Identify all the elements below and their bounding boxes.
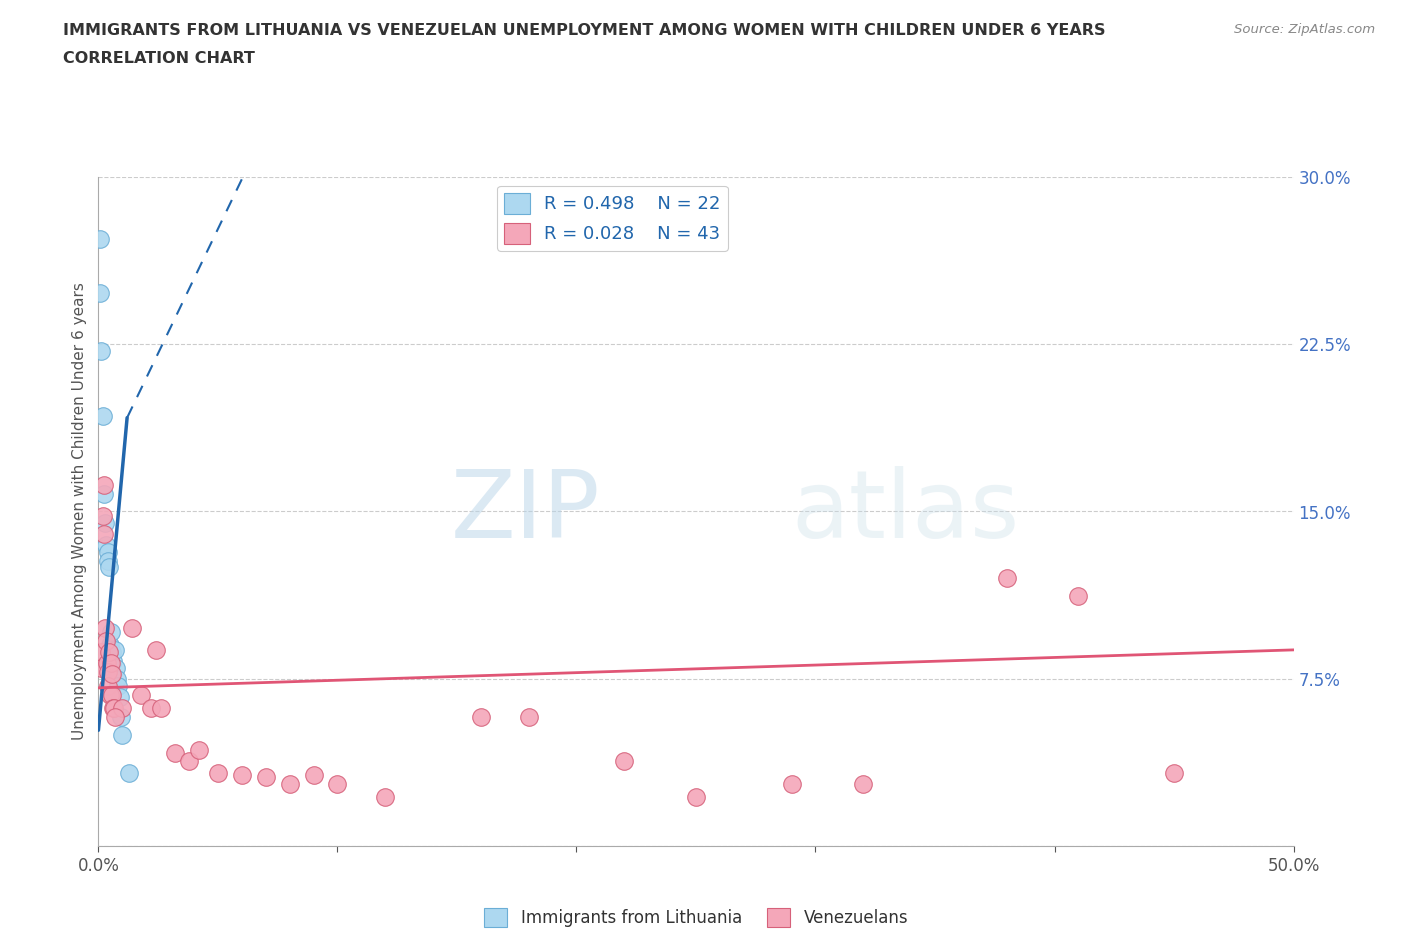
Point	[97, 553, 120, 568]
Text: ZIP: ZIP	[451, 466, 600, 557]
Point	[94, 538, 117, 552]
Point	[326, 777, 349, 791]
Point	[613, 754, 636, 769]
Point	[139, 700, 162, 715]
Point	[97, 665, 120, 680]
Text: CORRELATION CHART: CORRELATION CHART	[63, 51, 254, 66]
Point	[93, 486, 115, 501]
Y-axis label: Unemployment Among Women with Children Under 6 years: Unemployment Among Women with Children U…	[72, 283, 87, 740]
Point	[98, 638, 122, 653]
Point	[1163, 765, 1185, 780]
Point	[89, 286, 111, 300]
Point	[149, 700, 172, 715]
Point	[103, 700, 125, 715]
Point	[100, 625, 122, 640]
Point	[179, 754, 201, 769]
Point	[517, 710, 540, 724]
Point	[852, 777, 875, 791]
Point	[90, 660, 112, 675]
Point	[187, 743, 209, 758]
Point	[89, 232, 111, 246]
Point	[231, 767, 253, 782]
Point	[110, 710, 132, 724]
Point	[91, 509, 114, 524]
Point	[374, 790, 396, 804]
Point	[100, 656, 122, 671]
Point	[470, 710, 492, 724]
Point	[103, 700, 125, 715]
Point	[90, 644, 112, 659]
Point	[104, 660, 127, 675]
Point	[105, 671, 128, 686]
Point	[1067, 589, 1090, 604]
Text: atlas: atlas	[792, 466, 1019, 557]
Point	[995, 571, 1018, 586]
Point	[121, 620, 143, 635]
Point	[111, 727, 134, 742]
Point	[103, 654, 125, 669]
Point	[98, 560, 121, 575]
Point	[254, 770, 277, 785]
Point	[118, 765, 141, 780]
Point	[96, 544, 118, 559]
Point	[100, 687, 122, 702]
Point	[91, 408, 114, 423]
Point	[93, 526, 115, 541]
Point	[145, 643, 167, 658]
Point	[94, 620, 117, 635]
Legend: Immigrants from Lithuania, Venezuelans: Immigrants from Lithuania, Venezuelans	[477, 901, 915, 930]
Text: Source: ZipAtlas.com: Source: ZipAtlas.com	[1234, 23, 1375, 36]
Point	[780, 777, 803, 791]
Point	[94, 515, 117, 530]
Point	[98, 644, 121, 659]
Point	[94, 633, 117, 648]
Point	[104, 710, 127, 724]
Point	[111, 700, 134, 715]
Point	[101, 644, 124, 659]
Point	[278, 777, 301, 791]
Point	[108, 689, 131, 704]
Point	[96, 656, 118, 671]
Text: IMMIGRANTS FROM LITHUANIA VS VENEZUELAN UNEMPLOYMENT AMONG WOMEN WITH CHILDREN U: IMMIGRANTS FROM LITHUANIA VS VENEZUELAN …	[63, 23, 1105, 38]
Point	[90, 343, 112, 358]
Point	[107, 678, 129, 693]
Point	[93, 477, 115, 492]
Point	[163, 745, 186, 760]
Point	[101, 667, 124, 682]
Point	[131, 687, 153, 702]
Point	[685, 790, 707, 804]
Point	[98, 687, 121, 702]
Point	[104, 643, 127, 658]
Point	[97, 678, 120, 693]
Point	[207, 765, 229, 780]
Point	[302, 767, 325, 782]
